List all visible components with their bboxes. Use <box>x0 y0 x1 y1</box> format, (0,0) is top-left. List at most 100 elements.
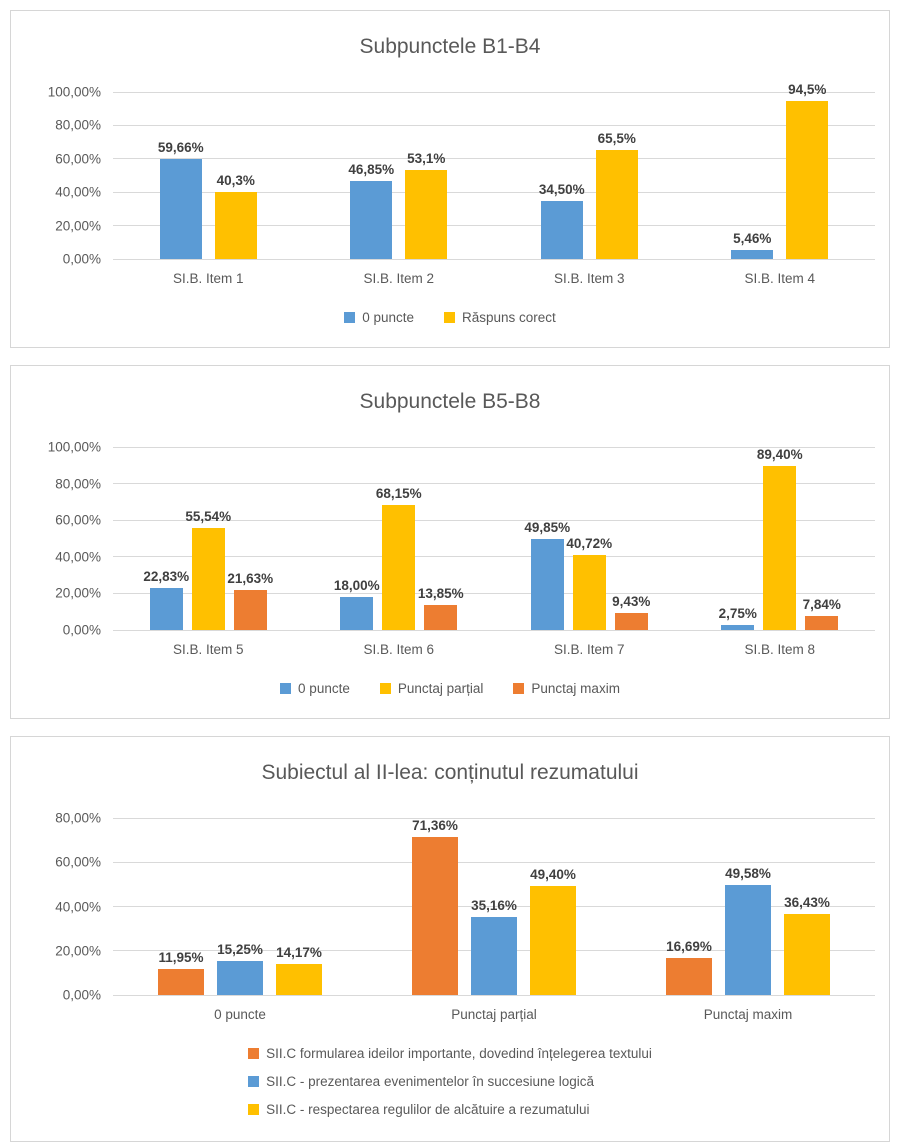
y-axis-tick-label: 100,00% <box>47 439 101 455</box>
bar-blue <box>149 588 183 630</box>
data-label: 49,40% <box>530 866 576 882</box>
data-label: 71,36% <box>412 818 458 834</box>
bar-yellow <box>214 191 257 259</box>
category-label: SI.B. Item 1 <box>172 271 244 286</box>
bar-slot: 22,83% <box>143 447 189 630</box>
data-label: 53,1% <box>407 151 446 167</box>
chart-body: 80,00% 60,00% 40,00% 20,00% 0,00% 11,95% 15,2… <box>25 811 875 1003</box>
data-label: 40,3% <box>216 172 255 188</box>
legend-swatch-blue <box>248 1076 260 1087</box>
y-axis-tick-label: 20,00% <box>55 943 101 959</box>
data-label: 18,00% <box>333 578 380 594</box>
chart-title: Subpunctele B5-B8 <box>359 390 541 413</box>
bar-yellow <box>786 101 829 259</box>
bar-group: 71,36% 35,16% 49,40% <box>367 818 621 995</box>
legend-label: 0 puncte <box>298 681 350 696</box>
category-label: 0 puncte <box>214 1007 266 1022</box>
legend-item: Punctaj maxim <box>513 681 620 696</box>
data-label: 11,95% <box>158 949 204 965</box>
bar-orange <box>666 958 712 995</box>
data-label: 55,54% <box>185 509 232 525</box>
category-label: SI.B. Item 3 <box>553 271 625 286</box>
bar-slot: 49,85% <box>524 447 570 630</box>
gridline <box>113 446 875 448</box>
bar-blue <box>725 885 771 995</box>
bar-orange <box>805 615 839 630</box>
category-label: Punctaj parțial <box>451 1007 537 1022</box>
bar-slot: 11,95% <box>158 818 204 995</box>
legend-label: SII.C formularea ideilor importante, dov… <box>266 1046 652 1061</box>
legend-label: Punctaj maxim <box>531 681 620 696</box>
y-axis: 100,00% 80,00% 60,00% 40,00% 20,00% 0,00% <box>25 440 113 638</box>
bar-slot: 21,63% <box>227 447 273 630</box>
bar-slot: 34,50% <box>539 92 585 259</box>
bar-slot: 35,16% <box>471 818 517 995</box>
data-label: 15,25% <box>217 942 263 958</box>
bar-slot: 49,58% <box>725 818 771 995</box>
x-axis: SI.B. Item 1 SI.B. Item 2 SI.B. Item 3 SI.B… <box>113 271 875 286</box>
bar-blue <box>731 249 774 259</box>
bar-slot: 36,43% <box>784 818 830 995</box>
bar-orange <box>233 590 267 630</box>
data-label: 16,69% <box>666 939 712 955</box>
bar-group: 5,46% 94,5% <box>685 82 876 259</box>
legend-item: SII.C - respectarea regulilor de alcătui… <box>248 1102 590 1117</box>
legend: SII.C formularea ideilor importante, dov… <box>248 1046 652 1141</box>
y-axis-tick-label: 0,00% <box>62 251 101 267</box>
gridline <box>113 158 875 160</box>
y-axis-tick-label: 80,00% <box>55 810 101 826</box>
bar-blue <box>721 624 755 630</box>
y-axis-tick-label: 40,00% <box>55 899 101 914</box>
legend-swatch-blue <box>280 683 292 694</box>
legend: 0 puncte Răspuns corect <box>25 310 875 347</box>
data-label: 68,15% <box>375 486 422 502</box>
legend-item: Punctaj parțial <box>379 681 484 696</box>
category-label: SI.B. Item 4 <box>744 271 816 286</box>
bar-group: 34,50% 65,5% <box>494 92 685 259</box>
data-label: 21,63% <box>227 571 274 587</box>
legend-swatch-orange <box>513 683 525 694</box>
bar-slot: 2,75% <box>719 447 757 630</box>
legend-item: SII.C - prezentarea evenimentelor în suc… <box>248 1074 594 1089</box>
bar-blue <box>340 597 374 630</box>
category-label: SI.B. Item 2 <box>363 271 435 286</box>
y-axis-tick-label: 40,00% <box>55 549 101 565</box>
y-axis: 100,00% 80,00% 60,00% 40,00% 20,00% 0,00% <box>25 85 113 267</box>
category-label: SI.B. Item 6 <box>363 642 435 657</box>
legend-label: Punctaj parțial <box>397 681 484 696</box>
bar-slot: 89,40% <box>757 447 803 630</box>
data-label: 94,5% <box>788 82 827 98</box>
bar-slot: 13,85% <box>418 447 464 630</box>
legend-item: SII.C formularea ideilor importante, dov… <box>248 1046 652 1061</box>
y-axis-tick-label: 60,00% <box>55 854 101 870</box>
gridline <box>113 225 875 227</box>
gridline <box>113 124 875 126</box>
plot-area: 22,83% 55,54% 21,63% 18,00% 68,15% 13,85% 49,8… <box>113 446 875 631</box>
bar-slot: 40,72% <box>566 447 612 630</box>
bar-yellow <box>405 170 448 259</box>
gridline <box>113 592 875 594</box>
data-label: 65,5% <box>597 130 636 146</box>
chart-body: 100,00% 80,00% 60,00% 40,00% 20,00% 0,00% 59,… <box>25 82 876 267</box>
y-axis-tick-label: 20,00% <box>55 585 101 601</box>
bar-group: 22,83% 55,54% 21,63% <box>113 447 304 630</box>
bar-orange <box>614 612 648 630</box>
bar-yellow <box>784 914 830 995</box>
legend-swatch-yellow <box>444 312 455 323</box>
bar-yellow <box>763 466 797 630</box>
chart-title: Subpunctele B1-B4 <box>359 35 541 58</box>
legend-label: Răspuns corect <box>462 310 556 325</box>
gridline <box>113 629 875 631</box>
data-label: 40,72% <box>566 536 613 552</box>
bar-slot: 9,43% <box>612 447 650 630</box>
chart-panel-1: Subpunctele B1-B4 100,00% 80,00% 60,00% 40,… <box>10 10 890 348</box>
gridline <box>113 861 875 863</box>
bar-slot: 59,66% <box>157 92 204 259</box>
data-label: 59,66% <box>157 140 204 156</box>
bar-slot: 53,1% <box>405 92 448 259</box>
bar-slot: 71,36% <box>412 818 458 995</box>
bar-group: 59,66% 40,3% <box>113 92 304 259</box>
bar-orange <box>424 604 458 630</box>
data-label: 13,85% <box>417 585 464 601</box>
